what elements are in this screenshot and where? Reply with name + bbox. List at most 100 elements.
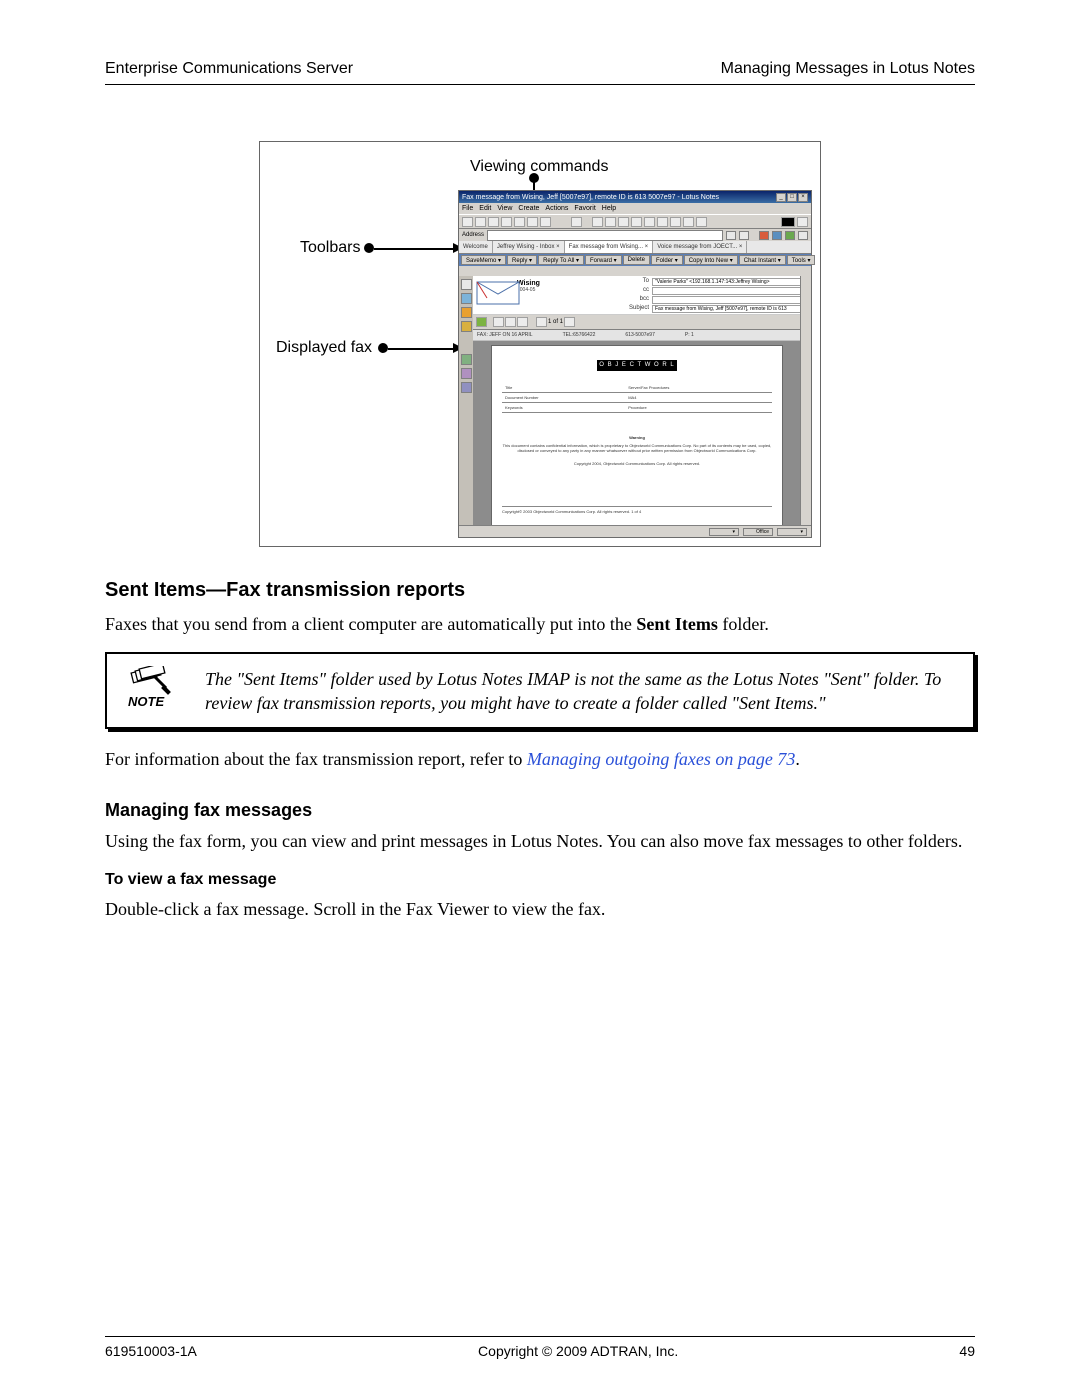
bookmark-icon[interactable] xyxy=(461,321,472,332)
menu-item[interactable]: Create xyxy=(518,205,539,212)
svg-text:NOTE: NOTE xyxy=(128,694,164,709)
nav-stop-button[interactable] xyxy=(759,231,769,240)
nav-button[interactable] xyxy=(726,231,736,240)
toolbar-button[interactable] xyxy=(488,217,499,227)
bookmark-icon[interactable] xyxy=(461,354,472,365)
menu-item[interactable]: Help xyxy=(602,205,616,212)
toolbar-button[interactable] xyxy=(462,217,473,227)
subject-label: Subject xyxy=(621,305,649,313)
paragraph: Using the fax form, you can view and pri… xyxy=(105,829,975,853)
toolbar-button[interactable] xyxy=(657,217,668,227)
toolbar-button[interactable] xyxy=(683,217,694,227)
action-button[interactable]: Reply ▾ xyxy=(507,255,537,265)
tab[interactable]: Voice message from JOECT... × xyxy=(653,241,747,253)
fax-cell: Procedure xyxy=(625,403,772,413)
fax-toolbar-button[interactable] xyxy=(493,317,504,327)
toolbar-button[interactable] xyxy=(797,217,808,227)
toolbar-button[interactable] xyxy=(781,217,795,227)
fax-next-button[interactable] xyxy=(564,317,575,327)
callout-dot xyxy=(378,343,388,353)
fax-table: TitleServer/Fax Procedures Document Numb… xyxy=(502,383,772,413)
menu-item[interactable]: Favorit xyxy=(574,205,595,212)
fax-info-b: TEL:65766422 xyxy=(563,332,596,338)
cross-reference-link[interactable]: Managing outgoing faxes on page 73 xyxy=(527,749,795,769)
address-row: Address xyxy=(459,229,811,241)
tab-active[interactable]: Fax message from Wising... × xyxy=(565,241,654,253)
action-button[interactable]: Reply To All ▾ xyxy=(538,255,584,265)
action-button[interactable]: SaveMemo ▾ xyxy=(461,255,506,265)
fax-cell: Document Number xyxy=(502,393,625,403)
fax-toolbar-button[interactable] xyxy=(517,317,528,327)
toolbar-button[interactable] xyxy=(670,217,681,227)
footer-docnum: 619510003-1A xyxy=(105,1343,197,1359)
nav-button[interactable] xyxy=(739,231,749,240)
menu-bar: File Edit View Create Actions Favorit He… xyxy=(459,203,811,214)
memo-fields: To"Valerie Parks" <192.168.1.147:143:Jef… xyxy=(621,276,811,314)
scrollbar[interactable] xyxy=(800,276,811,526)
action-button[interactable]: Chat Instant ▾ xyxy=(739,255,786,265)
toolbar-row-1 xyxy=(459,214,811,229)
content-column: Wising 2004-05 To"Valerie Parks" <192.16… xyxy=(473,276,811,526)
bookmark-icon[interactable] xyxy=(461,307,472,318)
toolbar-button[interactable] xyxy=(514,217,525,227)
fax-prev-button[interactable] xyxy=(536,317,547,327)
action-button[interactable]: Folder ▾ xyxy=(651,255,683,265)
toolbar-button[interactable] xyxy=(475,217,486,227)
to-value: "Valerie Parks" <192.168.1.147:143:Jeffr… xyxy=(652,278,805,286)
close-button[interactable]: × xyxy=(798,193,808,202)
tab[interactable]: Jeffrey Wising - Inbox × xyxy=(493,241,565,253)
toolbar-button[interactable] xyxy=(644,217,655,227)
annotated-screenshot-figure: Viewing commands Toolbars Displayed fax xyxy=(259,141,821,547)
toolbar-button[interactable] xyxy=(631,217,642,227)
action-button[interactable]: Tools ▾ xyxy=(787,255,816,265)
toolbar-button[interactable] xyxy=(696,217,707,227)
section-heading-sent-items: Sent Items—Fax transmission reports xyxy=(105,579,975,602)
toolbar-button[interactable] xyxy=(501,217,512,227)
toolbar-button[interactable] xyxy=(571,217,582,227)
bookmark-icon[interactable] xyxy=(461,293,472,304)
minimize-button[interactable]: _ xyxy=(776,193,786,202)
toolbar-button[interactable] xyxy=(527,217,538,227)
bookmark-icon[interactable] xyxy=(461,279,472,290)
action-button[interactable]: Forward ▾ xyxy=(585,255,622,265)
paragraph: For information about the fax transmissi… xyxy=(105,747,975,771)
fax-cell: Title xyxy=(502,383,625,393)
workspace-tabs: Welcome Jeffrey Wising - Inbox × Fax mes… xyxy=(459,241,811,254)
menu-item[interactable]: Actions xyxy=(545,205,568,212)
toolbar-button[interactable] xyxy=(618,217,629,227)
fax-viewer[interactable]: O B J E C T W O R L D TitleServer/Fax Pr… xyxy=(473,341,811,526)
nav-go-button[interactable] xyxy=(785,231,795,240)
menu-item[interactable]: View xyxy=(497,205,512,212)
bcc-label: bcc xyxy=(621,296,649,304)
status-segment: Office xyxy=(743,528,773,536)
from-name: Wising xyxy=(517,280,617,287)
menu-item[interactable]: File xyxy=(462,205,473,212)
toolbar-button[interactable] xyxy=(592,217,603,227)
memo-from: Wising 2004-05 xyxy=(473,276,621,314)
menu-item[interactable]: Edit xyxy=(479,205,491,212)
subject-value: Fax message from Wising, Jeff [5007e97],… xyxy=(652,305,805,313)
fax-cell: Keywords xyxy=(502,403,625,413)
maximize-button[interactable]: □ xyxy=(787,193,797,202)
callout-viewing-commands: Viewing commands xyxy=(470,158,608,176)
tab[interactable]: Welcome xyxy=(459,241,493,253)
toolbar-button[interactable] xyxy=(605,217,616,227)
bookmark-icon[interactable] xyxy=(461,382,472,393)
action-button[interactable]: Copy Into New ▾ xyxy=(684,255,738,265)
window-title: Fax message from Wising, Jeff [5007e97],… xyxy=(462,194,719,201)
note-box: NOTE The "Sent Items" folder used by Lot… xyxy=(105,652,975,729)
nav-refresh-button[interactable] xyxy=(772,231,782,240)
fax-info-d: P: 1 xyxy=(685,332,694,338)
address-input[interactable] xyxy=(487,230,723,241)
cc-value xyxy=(652,287,805,295)
toolbar-button[interactable] xyxy=(540,217,551,227)
window-titlebar: Fax message from Wising, Jeff [5007e97],… xyxy=(459,191,811,203)
action-bar: SaveMemo ▾ Reply ▾ Reply To All ▾ Forwar… xyxy=(459,254,811,266)
fax-play-button[interactable] xyxy=(476,317,487,327)
subsection-heading-view-fax: To view a fax message xyxy=(105,871,975,889)
fax-toolbar-button[interactable] xyxy=(505,317,516,327)
to-label: To xyxy=(621,278,649,286)
action-button[interactable]: Delete xyxy=(623,255,650,265)
nav-button[interactable] xyxy=(798,231,808,240)
bookmark-icon[interactable] xyxy=(461,368,472,379)
